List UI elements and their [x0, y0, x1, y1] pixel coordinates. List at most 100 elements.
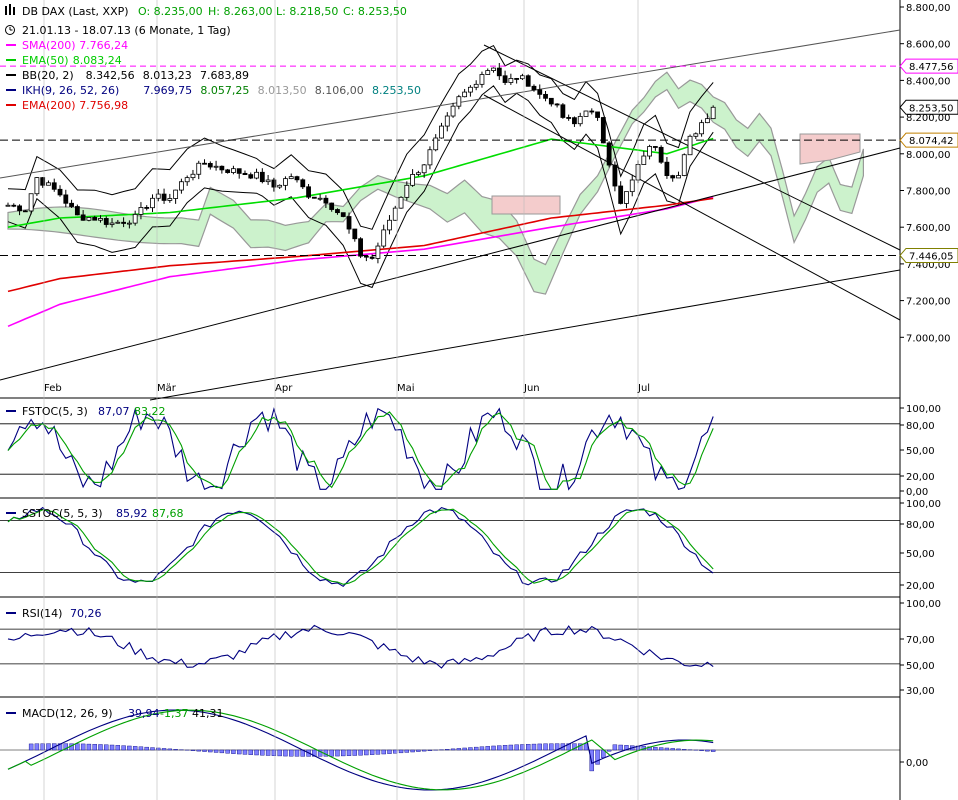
macd-histogram-bar: [40, 743, 45, 751]
candle-body: [144, 207, 150, 209]
macd-histogram-bar: [271, 749, 277, 756]
candle: [392, 205, 398, 221]
month-label: Mär: [157, 383, 177, 394]
candle: [294, 175, 300, 183]
macd-value-2: -1,37: [160, 707, 188, 720]
candle: [46, 180, 51, 186]
chart-title: DB DAX (Last, XXP): [22, 5, 129, 18]
legend-label: EMA(200): [22, 99, 76, 112]
macd-histogram-bar: [242, 749, 248, 755]
candle-body: [520, 75, 525, 80]
candle-body: [63, 194, 69, 204]
candle-body: [190, 173, 196, 179]
fstoc-value-1: 87,07: [98, 405, 130, 418]
macd-histogram-bar: [358, 749, 363, 756]
candle: [126, 220, 132, 229]
legend-item-ema200: EMA(200) 7.756,98: [6, 99, 128, 112]
fstoc-axis-label: 50,00: [906, 446, 935, 457]
macd-histogram-bar: [231, 749, 236, 754]
candle: [346, 212, 352, 234]
month-label: Feb: [44, 383, 62, 394]
price-tag-box: [899, 99, 958, 115]
candle-body: [132, 213, 138, 224]
candle: [109, 218, 115, 228]
candle-body: [28, 193, 34, 212]
legend-label: IKH(9, 26, 52, 26): [22, 84, 119, 97]
macd-histogram-bar: [63, 743, 68, 751]
candle-body: [340, 212, 346, 217]
macd-histogram-bar: [543, 743, 548, 751]
candle: [213, 160, 219, 171]
candle-body: [687, 135, 693, 156]
price-tag: 8.477,56: [899, 58, 958, 74]
macd-histogram-bar: [508, 744, 514, 751]
macd-histogram-bar: [618, 744, 623, 751]
candle: [491, 67, 496, 73]
macd-histogram-bar: [289, 749, 294, 757]
macd-panel: [0, 709, 900, 791]
rsi-value-1: 70,26: [70, 607, 102, 620]
macd-histogram-bar: [364, 749, 369, 756]
candle: [283, 176, 288, 191]
candle: [670, 174, 676, 182]
legend-value: 7.683,89: [200, 69, 249, 82]
candle: [178, 178, 184, 194]
candle: [121, 217, 126, 228]
candle: [456, 94, 462, 110]
candle-body: [543, 93, 548, 99]
candle: [439, 122, 444, 139]
candle: [34, 177, 40, 196]
candle: [63, 189, 69, 208]
macd-histogram-bar: [225, 749, 230, 754]
macd-histogram-bar: [653, 746, 658, 751]
legend-value: 7.766,24: [79, 39, 128, 52]
candle: [92, 215, 98, 221]
candle: [86, 217, 92, 222]
macd-histogram-bar: [485, 746, 490, 751]
candle: [572, 116, 577, 127]
sstoc-value-2: 87,68: [152, 507, 184, 520]
legend-value: 8.057,25: [200, 84, 249, 97]
legend-value: 7.969,75: [143, 84, 192, 97]
candle: [520, 73, 525, 81]
candle-body: [525, 75, 531, 87]
candle: [514, 77, 520, 84]
candle-body: [392, 207, 398, 221]
legend-item-sma200: SMA(200) 7.766,24: [6, 39, 128, 52]
candle: [11, 203, 17, 208]
rsi-panel: [0, 624, 900, 669]
candle-body: [502, 75, 508, 83]
candle-body: [467, 86, 473, 93]
ohlc-close: C: 8.253,50: [343, 5, 407, 18]
fstoc-axis-label: 80,00: [906, 421, 935, 432]
candle-body: [46, 182, 51, 186]
macd-histogram-bar: [294, 749, 300, 757]
candle-body: [346, 216, 352, 230]
candle-body: [491, 67, 496, 71]
candle-body: [548, 97, 554, 105]
sstoc-header: SSTOC(5, 5, 3) 85,92 87,68: [6, 507, 184, 520]
candle: [375, 242, 381, 264]
candle: [190, 169, 196, 181]
macd-histogram-bar: [213, 749, 219, 753]
candle: [600, 116, 606, 144]
candle-body: [647, 146, 652, 157]
candle-body: [600, 117, 606, 144]
fstoc-label: FSTOC(5, 3): [22, 405, 88, 418]
axis-label: 8.200,00: [906, 113, 951, 124]
macd-histogram-bar: [208, 749, 213, 753]
candle: [612, 161, 618, 192]
candle-body: [473, 83, 479, 88]
legend-value: 8.342,56: [86, 69, 135, 82]
bollinger-upper-line: [7, 44, 714, 230]
price-tag-box: [899, 58, 958, 74]
candle-body: [51, 182, 57, 190]
bollinger-lower-line: [7, 85, 714, 289]
candle-body: [5, 204, 11, 207]
macd-histogram-bar: [699, 749, 704, 751]
candle: [427, 146, 433, 170]
macd-histogram-bar: [34, 743, 40, 751]
candle: [17, 204, 22, 216]
candle: [155, 189, 161, 202]
candle: [231, 165, 236, 175]
